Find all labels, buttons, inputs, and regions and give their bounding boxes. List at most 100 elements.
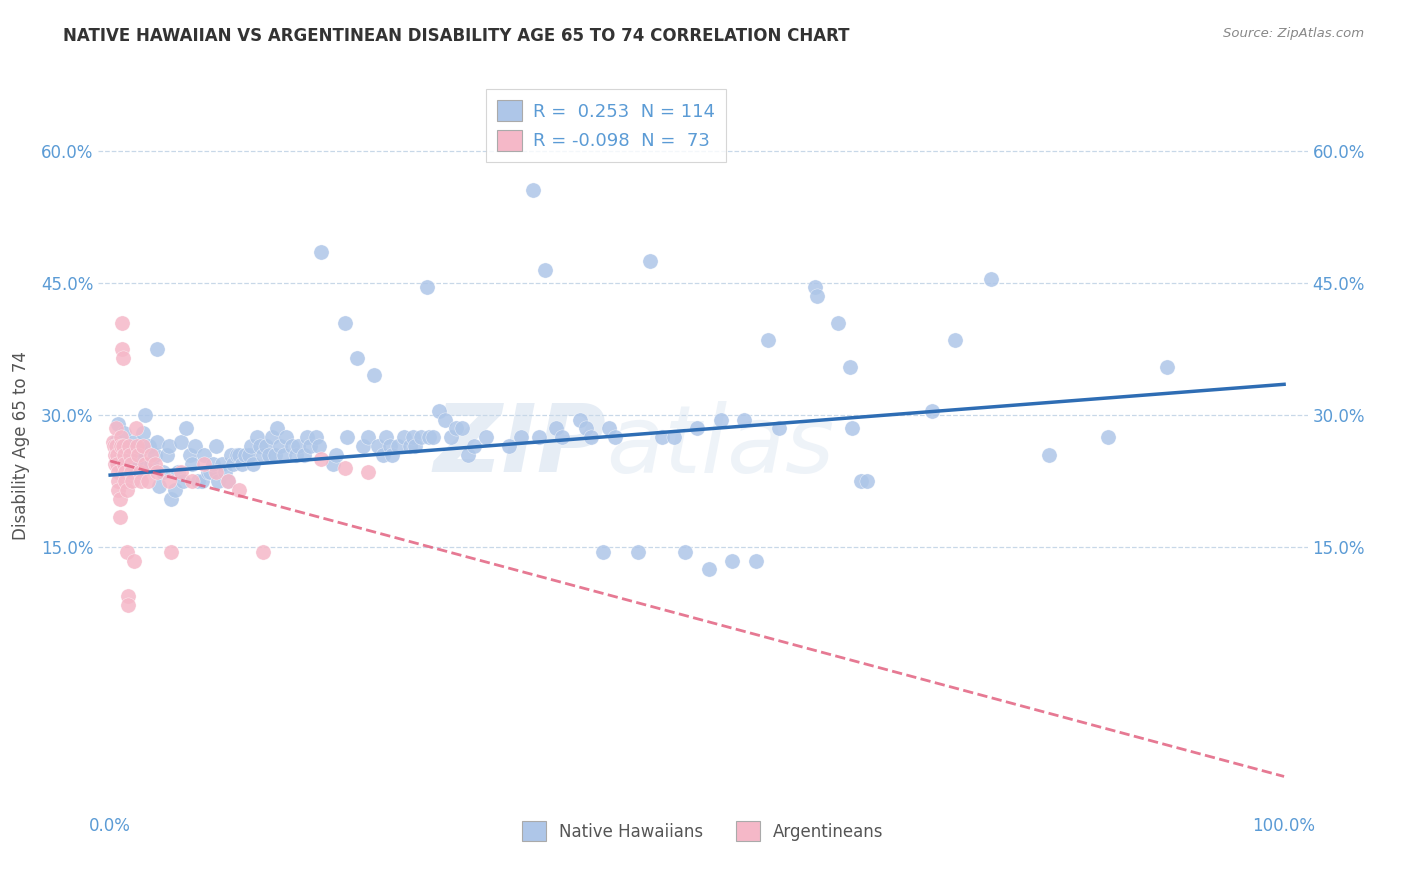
Point	[980, 271, 1002, 285]
Point	[357, 466, 380, 480]
Point	[120, 466, 142, 480]
Point	[392, 430, 415, 444]
Point	[204, 466, 226, 480]
Point	[287, 439, 309, 453]
Point	[112, 425, 135, 440]
Point	[143, 448, 166, 462]
Point	[510, 430, 533, 444]
Point	[117, 589, 139, 603]
Point	[228, 448, 250, 462]
Point	[402, 430, 425, 444]
Point	[651, 430, 673, 444]
Point	[475, 430, 498, 444]
Point	[238, 448, 260, 462]
Point	[146, 342, 169, 356]
Point	[418, 430, 440, 444]
Point	[1038, 448, 1060, 462]
Point	[856, 475, 879, 489]
Point	[371, 448, 394, 462]
Point	[107, 475, 129, 489]
Point	[721, 553, 744, 567]
Point	[806, 289, 828, 303]
Point	[851, 475, 873, 489]
Point	[122, 434, 145, 449]
Point	[233, 448, 256, 462]
Point	[568, 412, 591, 426]
Point	[107, 483, 129, 497]
Point	[157, 475, 180, 489]
Point	[249, 439, 271, 453]
Point	[1097, 430, 1119, 444]
Point	[768, 421, 790, 435]
Point	[181, 457, 204, 471]
Point	[114, 466, 136, 480]
Point	[217, 475, 239, 489]
Point	[172, 475, 194, 489]
Point	[193, 457, 215, 471]
Point	[120, 457, 142, 471]
Point	[181, 475, 204, 489]
Point	[333, 461, 356, 475]
Point	[945, 333, 967, 347]
Point	[207, 475, 229, 489]
Point	[745, 553, 768, 567]
Point	[105, 448, 128, 462]
Point	[222, 457, 245, 471]
Point	[841, 421, 863, 435]
Point	[592, 545, 614, 559]
Point	[756, 333, 779, 347]
Point	[134, 408, 156, 422]
Point	[333, 316, 356, 330]
Point	[546, 421, 568, 435]
Point	[127, 448, 149, 462]
Point	[498, 439, 520, 453]
Point	[104, 457, 127, 471]
Point	[120, 457, 142, 471]
Point	[141, 448, 163, 462]
Point	[257, 448, 280, 462]
Point	[152, 466, 174, 480]
Point	[118, 439, 141, 453]
Point	[242, 457, 264, 471]
Point	[325, 448, 347, 462]
Point	[160, 491, 183, 506]
Point	[381, 448, 404, 462]
Point	[167, 466, 190, 480]
Point	[252, 448, 274, 462]
Point	[1156, 359, 1178, 374]
Point	[134, 457, 156, 471]
Point	[128, 443, 150, 458]
Point	[187, 475, 209, 489]
Point	[112, 457, 135, 471]
Point	[627, 545, 650, 559]
Point	[112, 448, 135, 462]
Point	[416, 280, 439, 294]
Point	[662, 430, 685, 444]
Point	[121, 475, 143, 489]
Point	[117, 448, 139, 462]
Point	[132, 439, 155, 453]
Point	[115, 545, 138, 559]
Point	[111, 342, 134, 356]
Point	[169, 434, 191, 449]
Point	[921, 403, 943, 417]
Point	[686, 421, 709, 435]
Point	[107, 466, 129, 480]
Point	[176, 421, 198, 435]
Point	[404, 439, 426, 453]
Point	[128, 466, 150, 480]
Point	[127, 439, 149, 453]
Point	[138, 439, 160, 453]
Point	[446, 421, 468, 435]
Point	[246, 430, 269, 444]
Y-axis label: Disability Age 65 to 74: Disability Age 65 to 74	[11, 351, 30, 541]
Point	[183, 439, 205, 453]
Text: NATIVE HAWAIIAN VS ARGENTINEAN DISABILITY AGE 65 TO 74 CORRELATION CHART: NATIVE HAWAIIAN VS ARGENTINEAN DISABILIT…	[63, 27, 849, 45]
Point	[522, 183, 544, 197]
Point	[710, 412, 733, 426]
Point	[228, 483, 250, 497]
Text: atlas: atlas	[606, 401, 835, 491]
Point	[638, 254, 661, 268]
Point	[269, 439, 291, 453]
Point	[427, 403, 450, 417]
